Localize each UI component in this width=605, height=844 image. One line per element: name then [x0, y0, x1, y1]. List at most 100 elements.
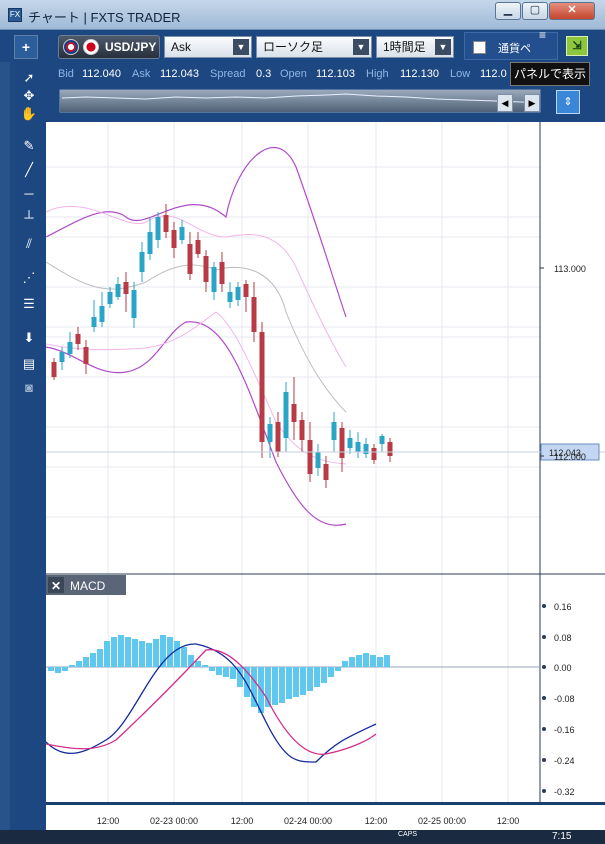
macd-axis-label: 0.16 [554, 602, 572, 612]
price-type-select[interactable]: Ask ▼ [164, 36, 252, 58]
fibonacci-icon[interactable]: ☰ [23, 296, 35, 311]
vertical-line-icon[interactable]: ┴ [24, 210, 34, 225]
macd-histogram-bar [272, 667, 278, 705]
macd-histogram-bar [55, 667, 61, 673]
macd-axis-label: -0.08 [554, 694, 575, 704]
camera-icon[interactable]: ◙ [25, 380, 33, 395]
candle-body [187, 244, 193, 274]
macd-histogram-bar [384, 655, 390, 667]
time-axis-label: 02-23 00:00 [150, 816, 198, 826]
bid-value: 112.040 [82, 68, 121, 80]
title-bar: FX チャート | FXTS TRADER ▁ ▢ ✕ [0, 0, 605, 30]
macd-histogram-bar [125, 637, 131, 667]
time-axis-label: 02-24 00:00 [284, 816, 332, 826]
time-axis-label: 12:00 [231, 816, 254, 826]
fan-icon[interactable]: ⋰ [22, 270, 36, 285]
candle-body [227, 292, 233, 302]
minimize-button[interactable]: ▁ [495, 2, 521, 20]
down-arrow-icon[interactable]: ⬇ [23, 330, 35, 345]
macd-histogram-bar [244, 667, 250, 697]
macd-histogram-bar [237, 667, 243, 687]
bollinger-upper [45, 146, 347, 318]
line-icon[interactable]: ╱ [25, 162, 33, 177]
currency-pair-button[interactable]: USD/JPY [58, 35, 160, 59]
candle-body [323, 464, 329, 480]
candle-body [179, 227, 185, 240]
macd-axis-label: 0.08 [554, 633, 572, 643]
macd-histogram-bar [167, 637, 173, 667]
app-icon: FX [8, 8, 22, 22]
macd-axis-label: -0.16 [554, 725, 575, 735]
horizontal-line-icon[interactable]: ─ [24, 186, 34, 201]
high-value: 112.130 [400, 68, 439, 80]
bid-label: Bid [58, 68, 74, 80]
timeframe-value: 1時間足 [383, 40, 426, 54]
macd-tick [542, 604, 546, 608]
list-icon[interactable]: ▤ [22, 356, 36, 371]
candle-body [139, 252, 145, 272]
macd-histogram-bar [97, 649, 103, 667]
candle-body [91, 317, 97, 327]
candle-body [155, 217, 161, 240]
macd-histogram-bar [370, 655, 376, 667]
nav-right-button[interactable]: ▶ [524, 94, 540, 112]
hand-pan-icon[interactable]: ✋ [20, 106, 38, 121]
close-button[interactable]: ✕ [549, 2, 595, 20]
macd-histogram-bar [209, 667, 215, 671]
macd-histogram-bar [342, 661, 348, 667]
currency-pair-label: 通貨ペ [498, 43, 531, 55]
add-chart-button[interactable]: + [14, 35, 38, 59]
low-label: Low [450, 68, 471, 80]
macd-histogram-bar [146, 643, 152, 667]
macd-axis-label: -0.32 [554, 787, 575, 797]
macd-tick [542, 727, 546, 731]
candle-body [387, 442, 393, 456]
candle-body [147, 232, 153, 254]
chart-type-select[interactable]: ローソク足 ▼ [256, 36, 372, 58]
macd-histogram-bar [153, 639, 159, 667]
open-label: Open [280, 68, 307, 80]
timeframe-select[interactable]: 1時間足 ▼ [376, 36, 454, 58]
macd-tick [542, 789, 546, 793]
zoom-fit-icon[interactable]: ⇕ [556, 90, 580, 114]
nav-left-button[interactable]: ◀ [497, 94, 513, 112]
bollinger-upper-inner [45, 205, 347, 368]
chart-area[interactable]: 112.043 113.000 112.000 ✕ MACD 0.16 0.08 0.00 -0… [45, 122, 605, 830]
macd-axis-label: -0.24 [554, 756, 575, 766]
maximize-button[interactable]: ▢ [522, 2, 548, 20]
menu-icon[interactable]: ≡ [539, 28, 547, 42]
candle-body [195, 240, 201, 254]
macd-histogram-bar [83, 657, 89, 667]
select-arrow-icon[interactable]: ➚ [23, 70, 35, 85]
price-type-value: Ask [171, 40, 192, 54]
close-icon: ✕ [51, 579, 61, 593]
panel-view-button[interactable]: ⇲ [566, 36, 588, 56]
crosshair-icon[interactable]: ✥ [23, 88, 35, 103]
candle-body [99, 306, 105, 322]
candle-body [355, 442, 361, 452]
currency-pair-checkbox[interactable] [473, 41, 486, 54]
candle-body [211, 267, 217, 292]
caps-indicator: CAPS [398, 831, 418, 838]
candle-body [243, 284, 249, 297]
price-chart[interactable]: 112.043 113.000 112.000 ✕ MACD 0.16 0.08 0.00 -0… [45, 122, 605, 830]
macd-histogram-bar [300, 667, 306, 695]
navigator-overview[interactable] [46, 86, 605, 122]
macd-histogram-bar [328, 667, 334, 677]
macd-histogram-bar [69, 665, 75, 667]
macd-axis-label: 0.00 [554, 663, 572, 673]
candle-body [163, 215, 169, 232]
macd-histogram-bar [174, 641, 180, 667]
candle-body [331, 422, 337, 440]
parallel-lines-icon[interactable]: ⫽ [26, 236, 32, 251]
candle-body [347, 438, 353, 448]
pen-icon[interactable]: ✎ [23, 138, 35, 153]
macd-histogram-bar [307, 667, 313, 691]
time-axis-label: 12:00 [497, 816, 520, 826]
open-value: 112.103 [316, 68, 355, 80]
clock: 7:15 [552, 831, 572, 842]
macd-tick [542, 758, 546, 762]
time-axis-label: 12:00 [97, 816, 120, 826]
macd-histogram-bar [202, 665, 208, 667]
macd-histogram-bar [104, 641, 110, 667]
